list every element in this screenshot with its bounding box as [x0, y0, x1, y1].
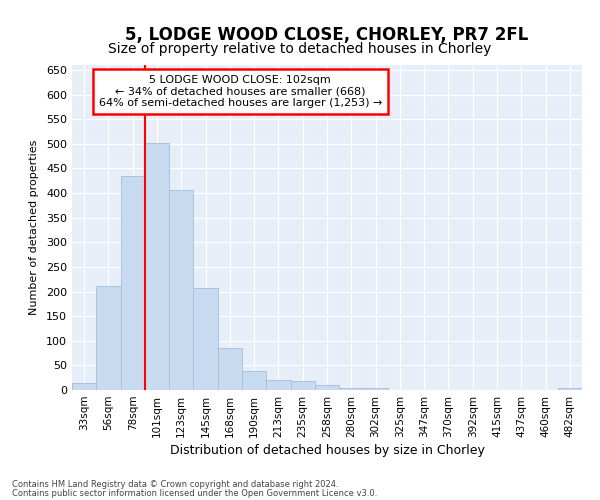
Bar: [266, 380, 290, 390]
Bar: [218, 348, 242, 390]
Bar: [145, 143, 169, 390]
Bar: [72, 382, 96, 390]
Y-axis label: Number of detached properties: Number of detached properties: [29, 140, 39, 315]
Bar: [242, 372, 266, 390]
Text: 5 LODGE WOOD CLOSE: 102sqm
← 34% of detached houses are smaller (668)
64% of sem: 5 LODGE WOOD CLOSE: 102sqm ← 34% of deta…: [98, 74, 382, 108]
X-axis label: Distribution of detached houses by size in Chorley: Distribution of detached houses by size …: [170, 444, 484, 457]
Bar: [364, 388, 388, 390]
Bar: [558, 388, 582, 390]
Text: Size of property relative to detached houses in Chorley: Size of property relative to detached ho…: [109, 42, 491, 56]
Bar: [339, 388, 364, 390]
Bar: [96, 286, 121, 390]
Bar: [169, 190, 193, 390]
Bar: [315, 385, 339, 390]
Title: 5, LODGE WOOD CLOSE, CHORLEY, PR7 2FL: 5, LODGE WOOD CLOSE, CHORLEY, PR7 2FL: [125, 26, 529, 44]
Text: Contains public sector information licensed under the Open Government Licence v3: Contains public sector information licen…: [12, 488, 377, 498]
Bar: [193, 288, 218, 390]
Text: Contains HM Land Registry data © Crown copyright and database right 2024.: Contains HM Land Registry data © Crown c…: [12, 480, 338, 489]
Bar: [290, 381, 315, 390]
Bar: [121, 176, 145, 390]
